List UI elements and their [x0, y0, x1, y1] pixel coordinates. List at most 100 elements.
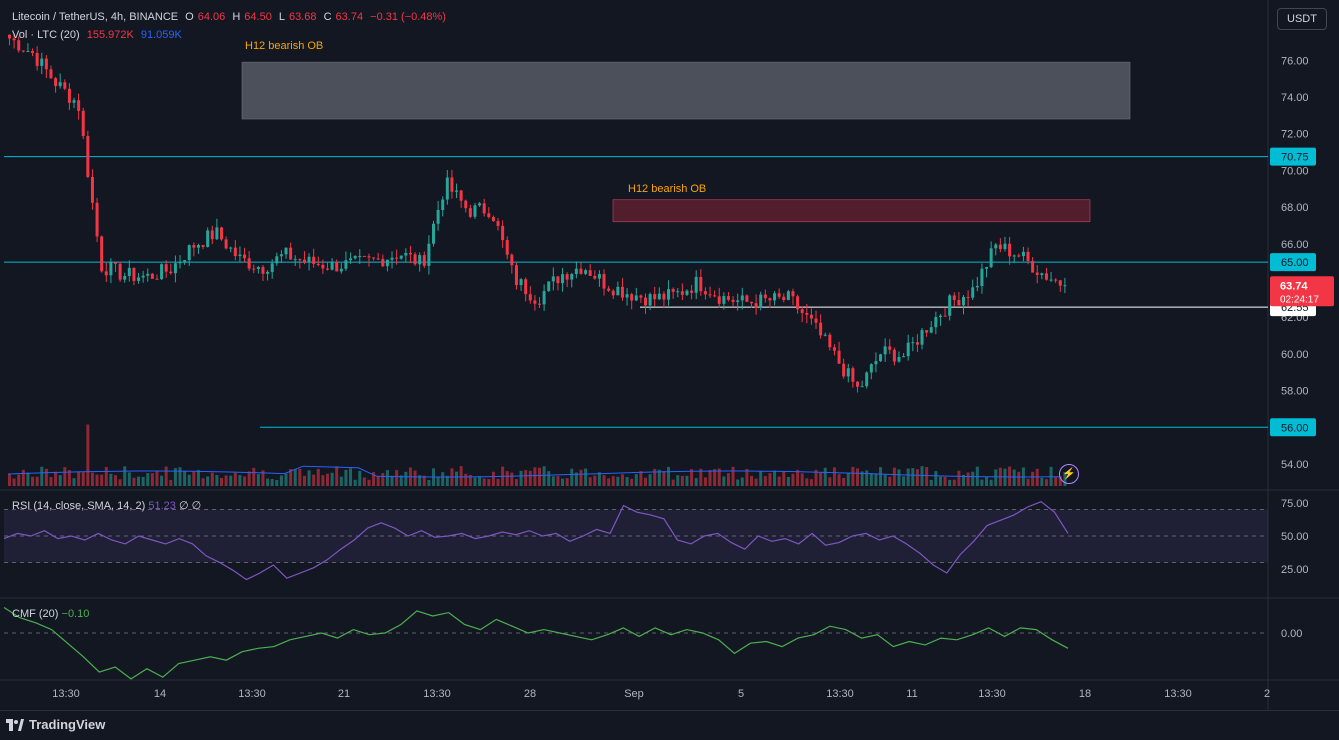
candle-body — [920, 330, 924, 345]
volume-bar — [118, 479, 122, 486]
rsi-legend[interactable]: RSI (14, close, SMA, 14, 2) 51.23 ∅ ∅ — [12, 499, 201, 512]
candle-body — [786, 291, 790, 301]
volume-bar — [210, 472, 214, 486]
volume-bar — [298, 468, 302, 486]
currency-button[interactable]: USDT — [1277, 8, 1327, 30]
candle-body — [95, 202, 99, 237]
candle-body — [330, 261, 334, 270]
cmf-legend[interactable]: CMF (20) −0.10 — [12, 608, 89, 620]
volume-bar — [713, 469, 717, 486]
time-tick-label: 13:30 — [826, 688, 854, 700]
low-value: 63.68 — [289, 11, 317, 23]
volume-bar — [786, 477, 790, 486]
volume-bar — [731, 466, 735, 486]
volume-bar — [404, 471, 408, 486]
volume-bar — [464, 473, 468, 486]
time-tick-label: 11 — [906, 688, 917, 700]
volume-bar — [77, 471, 81, 486]
candle-body — [1054, 279, 1058, 281]
volume-bar — [574, 472, 578, 486]
volume-bar — [796, 469, 800, 486]
volume-bar — [422, 475, 426, 486]
candle-body — [989, 248, 993, 268]
candle-body — [726, 296, 730, 300]
order-block-zone — [241, 61, 1131, 120]
candle-body — [1044, 273, 1048, 280]
candle-body — [1026, 251, 1030, 261]
candle-body — [851, 368, 855, 382]
volume-bar — [81, 472, 85, 486]
candle-body — [860, 386, 864, 388]
candle-body — [321, 264, 325, 269]
volume-bar — [814, 469, 818, 486]
candle-body — [1040, 273, 1044, 275]
candle-body — [63, 82, 67, 89]
candle-body — [1008, 243, 1012, 257]
time-tick-label: 13:30 — [978, 688, 1006, 700]
close-value: 63.74 — [335, 11, 364, 23]
candle-body — [750, 301, 753, 304]
volume-bar — [164, 466, 168, 486]
volume-bar — [353, 479, 357, 486]
candle-body — [362, 255, 366, 257]
volume-bar — [588, 477, 592, 486]
level-price-text: 70.75 — [1281, 152, 1309, 164]
volume-bar — [1054, 477, 1058, 486]
candle-body — [464, 200, 468, 209]
volume-bar — [703, 477, 707, 486]
candle-body — [339, 268, 343, 272]
last-price-tag — [1270, 276, 1334, 307]
candle-body — [966, 296, 970, 298]
volume-bar — [856, 468, 859, 486]
candle-body — [551, 276, 555, 282]
volume-bar — [653, 468, 657, 486]
candle-body — [1017, 255, 1021, 257]
time-tick-label: 13:30 — [423, 688, 451, 700]
volume-bar — [736, 479, 740, 486]
change-value: −0.31 (−0.48%) — [370, 11, 446, 23]
candle-body — [233, 247, 237, 257]
candle-body — [1063, 285, 1067, 287]
candle-body — [823, 334, 827, 336]
candle-body — [897, 357, 901, 362]
level-price-text: 56.00 — [1281, 422, 1309, 434]
volume-bar — [173, 468, 177, 486]
candle-body — [805, 313, 809, 315]
candle-body — [238, 254, 242, 257]
symbol-title[interactable]: Litecoin / TetherUS, 4h, BINANCE — [12, 11, 179, 23]
candle-body — [911, 342, 915, 344]
volume-bar — [551, 476, 555, 486]
tradingview-logo[interactable]: TradingView — [6, 717, 105, 732]
candle-body — [745, 295, 749, 302]
candle-body — [584, 270, 588, 274]
volume-bar — [874, 473, 878, 486]
price-tick-label: 66.00 — [1281, 239, 1309, 251]
lightning-icon[interactable]: ⚡ — [1059, 464, 1079, 484]
volume-bar — [505, 471, 509, 486]
volume-bar — [750, 475, 753, 486]
candle-body — [137, 277, 141, 281]
candle-body — [685, 290, 689, 295]
volume-bar — [828, 477, 832, 486]
volume-bar — [611, 476, 615, 486]
order-block-zone — [612, 199, 1091, 223]
candle-body — [611, 290, 615, 296]
volume-bar — [284, 473, 288, 486]
volume-bar — [644, 477, 647, 486]
cmf-tick-label: 0.00 — [1281, 628, 1302, 640]
volume-bar — [238, 474, 242, 486]
candle-body — [132, 267, 136, 281]
volume-bar — [385, 470, 389, 486]
candle-body — [173, 263, 177, 274]
volume-bar — [289, 468, 293, 486]
volume-legend[interactable]: Vol · LTC (20) 155.972K 91.059K — [12, 29, 186, 41]
volume-bar — [837, 474, 841, 486]
candle-body — [270, 263, 274, 272]
candle-body — [261, 267, 265, 274]
volume-bar — [514, 479, 518, 486]
ohlc-legend: Litecoin / TetherUS, 4h, BINANCE O 64.06 … — [12, 11, 450, 23]
candle-body — [809, 314, 813, 319]
volume-bar — [1008, 466, 1012, 486]
volume-bar — [330, 472, 334, 486]
